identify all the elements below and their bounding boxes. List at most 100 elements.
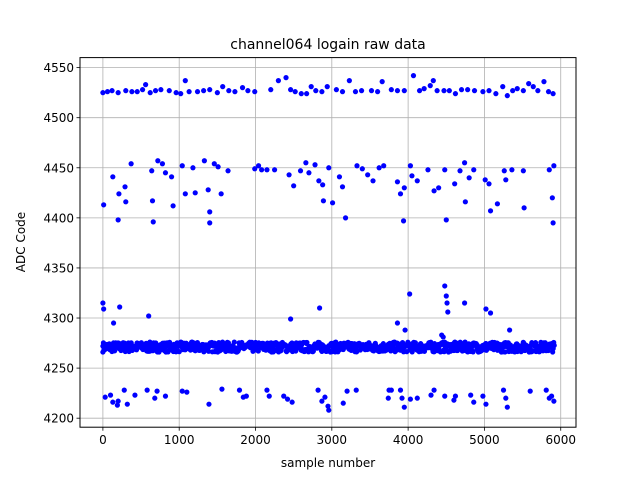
data-point [428, 392, 434, 398]
data-point [401, 185, 407, 191]
data-point [315, 387, 321, 393]
data-point [128, 340, 134, 346]
data-point [291, 183, 297, 189]
data-point [259, 167, 265, 173]
y-tick-label: 4450 [43, 161, 74, 175]
data-point [486, 88, 492, 94]
data-point [211, 340, 218, 346]
data-point [503, 395, 509, 401]
data-point [268, 87, 274, 93]
data-point [359, 166, 365, 172]
data-point [288, 316, 294, 322]
data-point [493, 91, 499, 97]
data-point [375, 89, 381, 95]
x-tick-label: 5000 [469, 433, 500, 447]
data-point [211, 161, 217, 167]
data-point [121, 387, 127, 393]
data-point [132, 392, 138, 398]
data-point [400, 218, 407, 224]
data-point [480, 89, 486, 95]
data-point [333, 87, 339, 93]
data-point [407, 396, 414, 402]
data-point [275, 78, 281, 84]
data-point [399, 395, 405, 401]
data-point [550, 91, 556, 97]
data-point [123, 88, 129, 94]
y-tick-label: 4550 [43, 61, 74, 75]
data-point [500, 84, 506, 90]
y-tick-label: 4350 [43, 261, 74, 275]
data-point [147, 90, 153, 96]
data-point [134, 89, 140, 95]
data-point [526, 81, 532, 87]
data-point [158, 87, 164, 93]
data-point [402, 327, 408, 333]
data-point [340, 400, 346, 406]
data-point [182, 191, 188, 197]
data-point [509, 167, 515, 173]
data-point [388, 387, 394, 393]
data-points [100, 73, 557, 413]
data-point [207, 87, 213, 93]
data-point [324, 84, 330, 90]
data-point [116, 191, 122, 197]
data-point [312, 162, 318, 168]
data-point [308, 84, 314, 90]
y-tick-label: 4300 [43, 312, 74, 326]
data-point [548, 393, 555, 399]
data-point [441, 88, 447, 94]
data-point [482, 177, 488, 183]
data-point [144, 387, 150, 393]
data-point [281, 393, 287, 399]
y-ticks: 4200 4250 4300 4350 4400 4450 4500 4550 [43, 61, 80, 426]
data-point [397, 191, 404, 197]
data-point [194, 89, 201, 95]
data-point [207, 209, 213, 215]
data-point [530, 84, 536, 90]
data-point [414, 395, 420, 401]
data-point [319, 398, 325, 404]
data-point [401, 404, 407, 410]
data-point [304, 339, 310, 346]
data-point [286, 172, 292, 178]
data-point [101, 202, 107, 208]
data-point [112, 348, 118, 354]
data-point [503, 177, 509, 183]
data-point [353, 387, 359, 393]
data-point [205, 187, 211, 193]
data-point [252, 89, 258, 95]
data-point [465, 87, 471, 93]
data-point [243, 393, 249, 399]
data-point [110, 320, 117, 326]
data-point [110, 174, 116, 180]
data-point [109, 88, 115, 94]
data-point [520, 88, 526, 94]
data-point [110, 399, 116, 405]
data-point [507, 327, 513, 333]
data-point [500, 387, 507, 393]
data-point [551, 342, 557, 349]
data-point [339, 89, 346, 95]
data-point [320, 182, 326, 188]
data-point [100, 300, 106, 306]
data-point [152, 395, 158, 401]
data-point [129, 89, 135, 95]
data-point [442, 393, 448, 399]
data-point [514, 86, 520, 92]
data-point [425, 167, 431, 173]
data-point [368, 88, 375, 94]
data-point [358, 88, 365, 94]
data-point [487, 310, 494, 316]
data-point [546, 167, 552, 173]
data-point [442, 167, 448, 173]
data-point [192, 190, 198, 196]
data-point [115, 90, 121, 96]
data-point [532, 340, 539, 346]
data-point [376, 165, 382, 171]
data-point [431, 387, 437, 393]
data-point [421, 86, 427, 92]
data-point [430, 78, 436, 84]
y-tick-label: 4500 [43, 111, 74, 125]
data-point [271, 167, 278, 173]
